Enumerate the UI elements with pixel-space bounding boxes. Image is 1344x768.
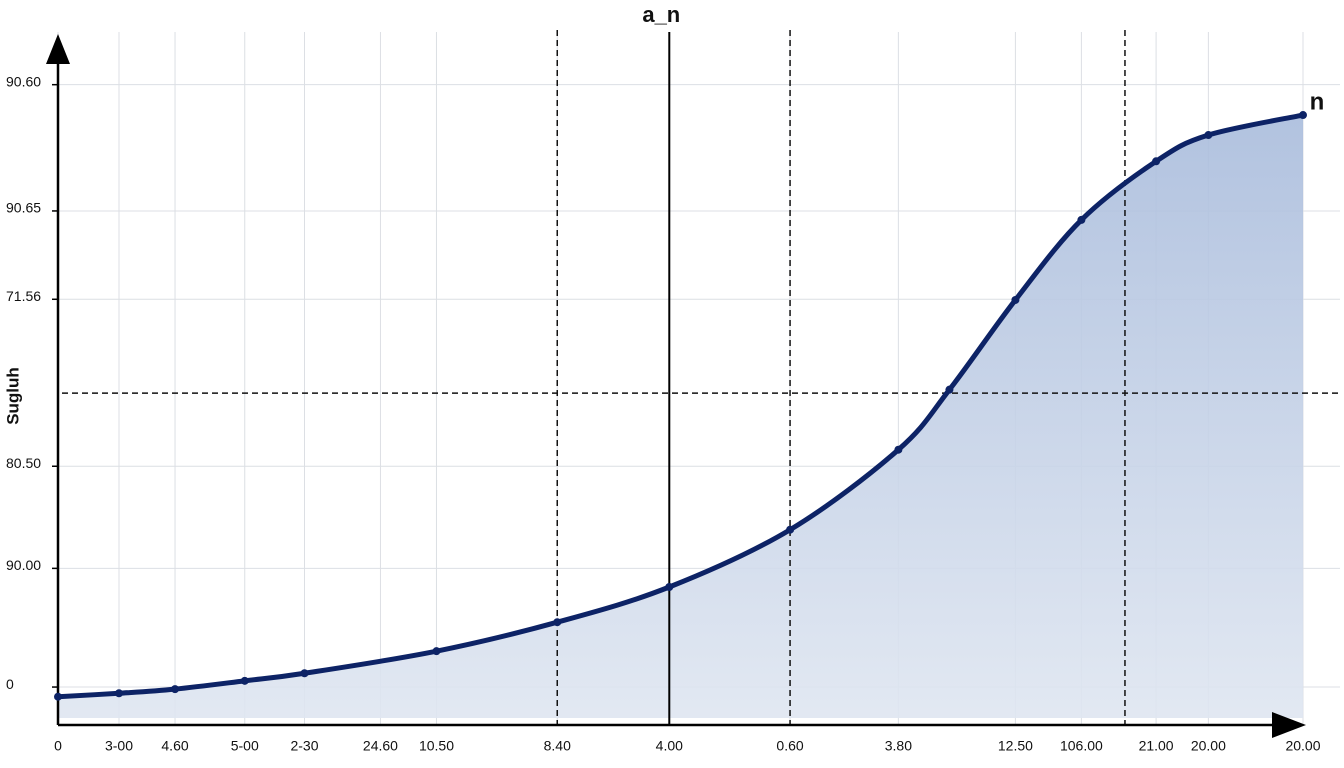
- point: [240, 676, 249, 685]
- x-tick-label: 0.60: [776, 738, 803, 754]
- point: [171, 685, 180, 694]
- y-tick-label: 90.65: [6, 200, 41, 216]
- x-tick-label: 20.00: [1285, 738, 1320, 754]
- x-tick-label: 106.00: [1060, 738, 1103, 754]
- x-arrow: [1272, 712, 1306, 738]
- point: [115, 689, 124, 698]
- point: [945, 385, 954, 394]
- y-axis-label: Sugluh: [3, 367, 22, 425]
- x-tick-label: 10.50: [419, 738, 454, 754]
- x-tick-label: 3-00: [105, 738, 133, 754]
- x-tick-label: 3.80: [885, 738, 912, 754]
- x-tick-label: 20.00: [1191, 738, 1226, 754]
- x-tick-label: 4.60: [161, 738, 188, 754]
- y-tick-label: 90.00: [6, 557, 41, 573]
- point: [300, 669, 309, 678]
- top-label: a_n: [642, 2, 680, 27]
- point: [1011, 295, 1020, 304]
- y-tick-label: 80.50: [6, 455, 41, 471]
- x-tick-label: 8.40: [544, 738, 571, 754]
- point: [432, 647, 441, 656]
- x-tick-label: 24.60: [363, 738, 398, 754]
- x-tick-label: 4.00: [656, 738, 683, 754]
- y-tick-label: 0: [6, 676, 14, 692]
- end-label: n: [1310, 88, 1325, 115]
- x-tick-label: 5-00: [231, 738, 259, 754]
- x-tick-label: 0: [54, 738, 62, 754]
- point: [1152, 157, 1161, 166]
- point: [553, 618, 562, 627]
- point: [1204, 131, 1213, 140]
- y-tick-label: 90.60: [6, 73, 41, 89]
- area-fill: [58, 115, 1303, 719]
- x-tick-label: 12.50: [998, 738, 1033, 754]
- point: [894, 445, 903, 454]
- point: [1299, 111, 1307, 120]
- y-tick-label: 71.56: [6, 288, 41, 304]
- x-tick-label: 21.00: [1139, 738, 1174, 754]
- y-arrow: [46, 34, 70, 64]
- point: [786, 525, 795, 534]
- x-tick-label: 2-30: [290, 738, 318, 754]
- point: [665, 583, 674, 591]
- point: [54, 692, 62, 701]
- point: [1077, 215, 1086, 224]
